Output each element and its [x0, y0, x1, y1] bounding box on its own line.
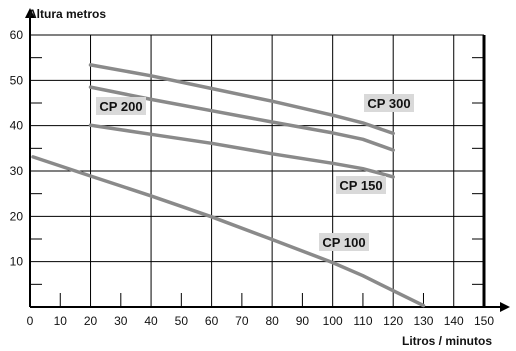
series-label-cp-300: CP 300	[367, 96, 410, 111]
x-axis-arrow	[500, 302, 510, 312]
series-line-cp-200	[88, 85, 395, 152]
x-tick-label: 60	[205, 314, 219, 328]
y-tick-label: 40	[10, 119, 24, 133]
y-tick-label: 50	[10, 73, 24, 87]
x-tick-label: 110	[353, 314, 372, 328]
x-tick-label: 90	[296, 314, 310, 328]
x-tick-label: 20	[84, 314, 98, 328]
grid	[30, 34, 485, 307]
series-label-box	[364, 94, 414, 112]
series-label-box	[319, 233, 369, 251]
series-label-cp-150: CP 150	[339, 178, 382, 193]
series-labels: CP 300 CP 200 CP 150 CP 100	[96, 94, 414, 251]
series-line-cp-100	[31, 155, 426, 308]
y-tick-label: 60	[10, 28, 24, 42]
series-line-cp-150	[88, 123, 395, 179]
series-line-cp-300	[88, 63, 395, 136]
x-tick-label: 30	[114, 314, 128, 328]
series-label-box	[336, 176, 386, 194]
series-lines	[31, 63, 426, 308]
x-tick-label: 130	[413, 314, 433, 328]
x-tick-label: 0	[27, 314, 34, 328]
x-tick-label: 10	[54, 314, 68, 328]
x-tick-label: 40	[144, 314, 158, 328]
y-axis-title: Altura metros	[28, 7, 106, 21]
x-tick-label: 50	[175, 314, 189, 328]
y-tick-label: 20	[10, 209, 24, 223]
y-tick-label: 10	[10, 255, 24, 269]
series-label-cp-100: CP 100	[322, 235, 365, 250]
x-tick-label: 70	[235, 314, 249, 328]
y-axis-arrow	[25, 8, 35, 18]
x-tick-label: 120	[383, 314, 403, 328]
y-tick-label: 30	[10, 164, 24, 178]
axes: 0 10 20 30 40 50 60 70 80 90 100 110 120 130 140 150 10 2…	[10, 8, 510, 328]
series-label-box	[96, 97, 146, 115]
x-tick-label: 150	[474, 314, 494, 328]
x-tick-label: 100	[323, 314, 343, 328]
x-axis-title: Litros / minutos	[402, 334, 492, 348]
series-label-cp-200: CP 200	[99, 99, 142, 114]
x-tick-label: 140	[444, 314, 464, 328]
x-tick-label: 80	[265, 314, 279, 328]
